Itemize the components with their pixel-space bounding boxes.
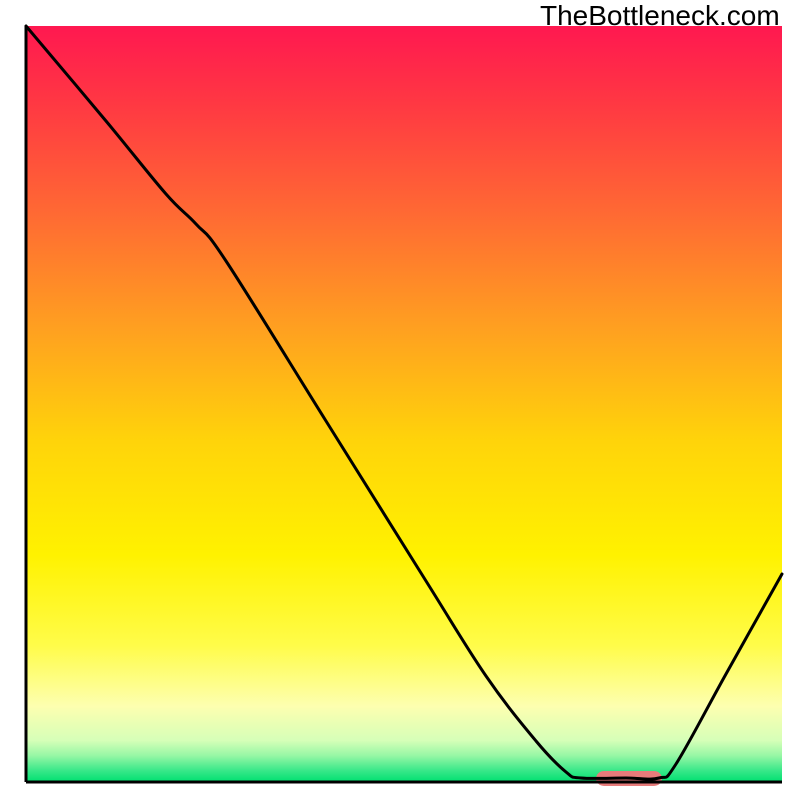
chart-container: TheBottleneck.com	[0, 0, 800, 800]
plot-background	[26, 26, 782, 782]
chart-svg	[0, 0, 800, 800]
watermark-text: TheBottleneck.com	[540, 0, 780, 32]
plot-group	[26, 26, 782, 786]
